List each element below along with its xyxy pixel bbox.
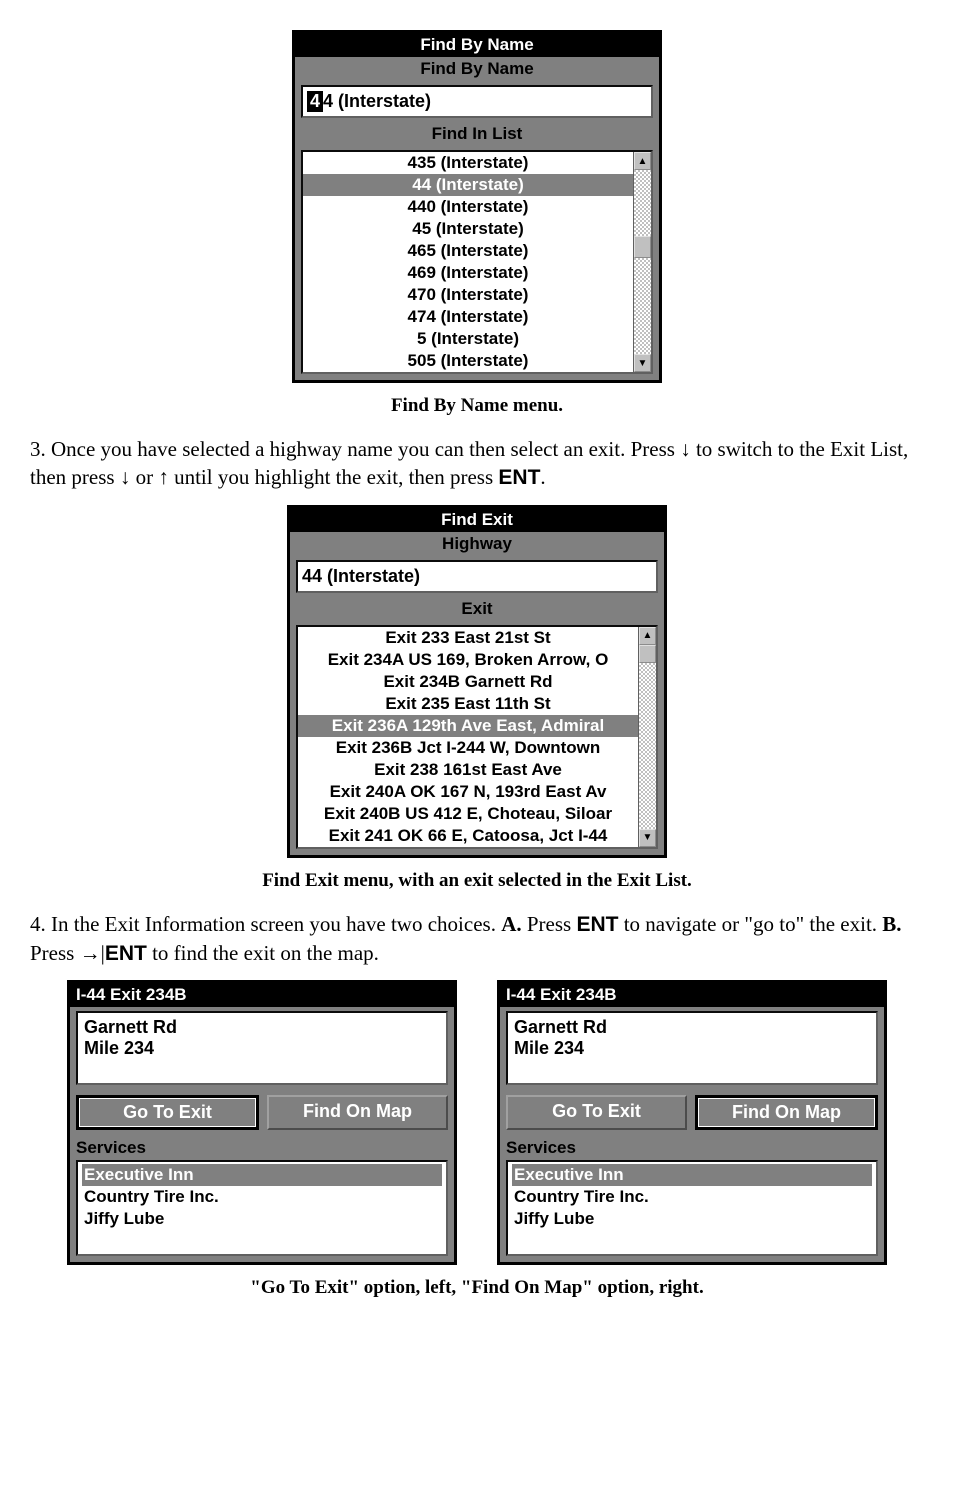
- services-list[interactable]: Executive InnCountry Tire Inc.Jiffy Lube: [76, 1160, 448, 1256]
- list-item[interactable]: Exit 240A OK 167 N, 193rd East Av: [298, 781, 638, 803]
- service-item[interactable]: Country Tire Inc.: [512, 1186, 872, 1208]
- exit-info-dialog-left: I-44 Exit 234B Garnett Rd Mile 234 Go To…: [67, 980, 457, 1265]
- list-item[interactable]: 469 (Interstate): [303, 262, 633, 284]
- scroll-up-icon[interactable]: ▲: [639, 627, 656, 645]
- section-header-exit: Exit: [290, 597, 664, 621]
- list-item[interactable]: Exit 236B Jct I-244 W, Downtown: [298, 737, 638, 759]
- list-item[interactable]: Exit 241 OK 66 E, Catoosa, Jct I-44: [298, 825, 638, 847]
- section-header-findinlist: Find In List: [295, 122, 659, 146]
- name-list[interactable]: 435 (Interstate)44 (Interstate)440 (Inte…: [301, 150, 653, 374]
- highway-value: 44 (Interstate): [302, 566, 420, 587]
- go-to-exit-button[interactable]: Go To Exit: [76, 1095, 259, 1130]
- scrollbar[interactable]: ▲ ▼: [633, 152, 651, 372]
- input-rest: 4 (Interstate): [323, 91, 431, 112]
- services-header: Services: [500, 1136, 884, 1160]
- service-item[interactable]: Jiffy Lube: [512, 1208, 872, 1230]
- scroll-down-icon[interactable]: ▼: [639, 829, 656, 847]
- list-item[interactable]: Exit 234B Garnett Rd: [298, 671, 638, 693]
- list-item[interactable]: 435 (Interstate): [303, 152, 633, 174]
- dialog-title: Find Exit: [290, 508, 664, 532]
- exit-mile: Mile 234: [514, 1038, 870, 1059]
- list-item[interactable]: 470 (Interstate): [303, 284, 633, 306]
- caption-2: Find Exit menu, with an exit selected in…: [30, 870, 924, 892]
- list-item[interactable]: 440 (Interstate): [303, 196, 633, 218]
- list-item[interactable]: Exit 235 East 11th St: [298, 693, 638, 715]
- service-item[interactable]: Executive Inn: [512, 1164, 872, 1186]
- button-row: Go To Exit Find On Map: [500, 1089, 884, 1136]
- list-item[interactable]: 5 (Interstate): [303, 328, 633, 350]
- exit-info-body: Garnett Rd Mile 234: [76, 1011, 448, 1085]
- exit-info-title: I-44 Exit 234B: [500, 983, 884, 1007]
- section-header-findbyname: Find By Name: [295, 57, 659, 81]
- exit-road: Garnett Rd: [514, 1017, 870, 1038]
- list-item[interactable]: 44 (Interstate): [303, 174, 633, 196]
- service-item[interactable]: Country Tire Inc.: [82, 1186, 442, 1208]
- find-on-map-button[interactable]: Find On Map: [695, 1095, 878, 1130]
- input-cursor: 4: [307, 91, 323, 112]
- find-by-name-dialog: Find By Name Find By Name 44 (Interstate…: [292, 30, 662, 383]
- list-item[interactable]: 465 (Interstate): [303, 240, 633, 262]
- service-item[interactable]: Jiffy Lube: [82, 1208, 442, 1230]
- exit-info-body: Garnett Rd Mile 234: [506, 1011, 878, 1085]
- scroll-down-icon[interactable]: ▼: [634, 354, 651, 372]
- highway-input[interactable]: 44 (Interstate): [296, 560, 658, 593]
- dialog-title: Find By Name: [295, 33, 659, 57]
- scroll-thumb[interactable]: [639, 645, 656, 663]
- scrollbar[interactable]: ▲ ▼: [638, 627, 656, 847]
- scroll-thumb[interactable]: [634, 236, 651, 258]
- paragraph-1: 3. Once you have selected a highway name…: [30, 435, 924, 493]
- services-list[interactable]: Executive InnCountry Tire Inc.Jiffy Lube: [506, 1160, 878, 1256]
- list-item[interactable]: Exit 234A US 169, Broken Arrow, O: [298, 649, 638, 671]
- services-header: Services: [70, 1136, 454, 1160]
- exit-road: Garnett Rd: [84, 1017, 440, 1038]
- list-item[interactable]: 474 (Interstate): [303, 306, 633, 328]
- caption-3: "Go To Exit" option, left, "Find On Map"…: [30, 1277, 924, 1299]
- exit-mile: Mile 234: [84, 1038, 440, 1059]
- find-exit-dialog: Find Exit Highway 44 (Interstate) Exit E…: [287, 505, 667, 858]
- list-item[interactable]: Exit 238 161st East Ave: [298, 759, 638, 781]
- service-item[interactable]: Executive Inn: [82, 1164, 442, 1186]
- section-header-highway: Highway: [290, 532, 664, 556]
- button-row: Go To Exit Find On Map: [70, 1089, 454, 1136]
- list-item[interactable]: Exit 233 East 21st St: [298, 627, 638, 649]
- find-on-map-button[interactable]: Find On Map: [267, 1095, 448, 1130]
- name-input[interactable]: 44 (Interstate): [301, 85, 653, 118]
- caption-1: Find By Name menu.: [30, 395, 924, 417]
- list-item[interactable]: 505 (Interstate): [303, 350, 633, 372]
- exit-list[interactable]: Exit 233 East 21st StExit 234A US 169, B…: [296, 625, 658, 849]
- list-item[interactable]: Exit 236A 129th Ave East, Admiral: [298, 715, 638, 737]
- exit-info-dialog-right: I-44 Exit 234B Garnett Rd Mile 234 Go To…: [497, 980, 887, 1265]
- exit-info-pair: I-44 Exit 234B Garnett Rd Mile 234 Go To…: [30, 980, 924, 1265]
- go-to-exit-button[interactable]: Go To Exit: [506, 1095, 687, 1130]
- paragraph-2: 4. In the Exit Information screen you ha…: [30, 910, 924, 969]
- scroll-up-icon[interactable]: ▲: [634, 152, 651, 170]
- exit-info-title: I-44 Exit 234B: [70, 983, 454, 1007]
- list-item[interactable]: Exit 240B US 412 E, Choteau, Siloar: [298, 803, 638, 825]
- list-item[interactable]: 45 (Interstate): [303, 218, 633, 240]
